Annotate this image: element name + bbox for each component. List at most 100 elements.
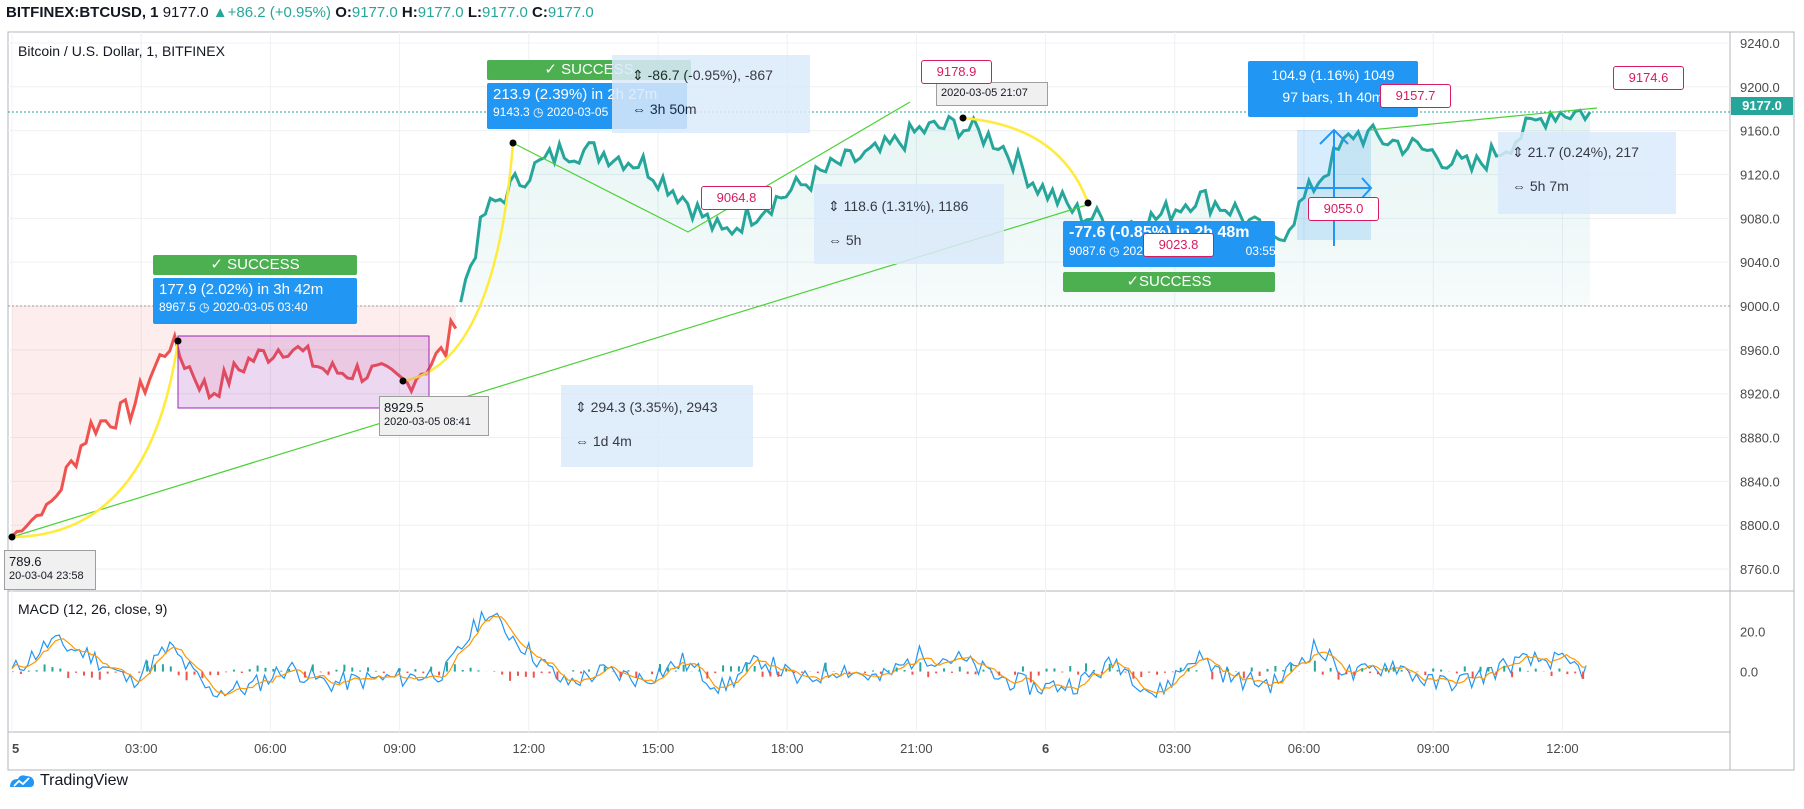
trend-line-right[interactable] [1369,107,1598,131]
macd-histogram-bar [872,670,875,672]
macd-histogram-bar [382,671,385,674]
point-entry-3[interactable] [1084,199,1092,207]
macd-histogram-bar [367,667,370,672]
macd-histogram-bar [666,667,669,672]
macd-histogram-bar [1227,668,1230,672]
macd-histogram-bar [169,666,172,672]
macd-histogram-bar [1092,669,1095,672]
macd-histogram-bar [193,671,196,675]
macd-histogram-bar [343,664,346,672]
macd-histogram-bar [1219,671,1222,673]
macd-histogram-bar [1282,670,1285,672]
symbol-name[interactable]: BITFINEX:BTCUSD, 1 [6,4,159,21]
o-value: 9177.0 [351,4,398,21]
macd-histogram-bar [161,664,164,672]
macd-histogram-bar [374,670,377,672]
macd-histogram-bar [469,667,472,672]
macd-histogram-bar [1258,671,1261,677]
price-tick: 9000.0 [1740,299,1780,314]
macd-histogram-bar [146,660,149,672]
macd-histogram-bar [587,669,590,672]
macd-histogram-bar [1455,671,1458,674]
macd-histogram-bar [501,671,504,675]
arrow-arc-2[interactable] [402,142,515,383]
macd-histogram-bar [122,671,125,673]
trend-line-zigzag[interactable] [512,101,911,233]
macd-tick: 0.0 [1740,665,1758,680]
macd-histogram-bar [801,671,803,673]
price-line-down[interactable] [10,316,458,538]
macd-histogram-bar [1274,665,1277,672]
area-fill-up [460,110,1591,307]
macd-histogram-bar [201,671,204,679]
macd-histogram-bar [722,665,725,672]
point-entry-2[interactable] [509,139,517,147]
macd-histogram-bar [75,671,78,673]
price-tick: 8800.0 [1740,518,1780,533]
price-tick: 8880.0 [1740,431,1780,446]
macd-histogram-bar [619,671,622,678]
macd-histogram-bar [288,668,291,672]
price-chart[interactable]: 9240.0 9200.0 9160.0 9120.0 9080.0 9040.0 9000… [0,26,1804,796]
price-tick: 8760.0 [1740,562,1780,577]
macd-histogram-bar [1116,669,1119,672]
macd-histogram-bar [1037,671,1040,676]
macd-histogram-bar [927,671,930,678]
macd-histogram-bar [303,671,306,678]
price-tick: 9120.0 [1740,167,1780,182]
macd-histogram-bar [453,664,456,672]
price-line-up[interactable] [459,108,1592,303]
watermark-text: TradingView [40,772,129,789]
macd-histogram-bar [114,671,117,673]
c-label: C: [532,4,548,21]
macd-histogram-bar [714,671,717,674]
macd-histogram-bar [438,671,441,676]
price-tick: 9160.0 [1740,124,1780,139]
macd-histogram-bar [1408,671,1411,673]
h-label: H: [401,4,418,21]
macd-histogram-bar [1345,671,1348,675]
change-arrow: ▲ [212,4,228,21]
macd-histogram-bar [580,671,583,674]
macd-histogram-bar [1518,667,1521,672]
c-value: 9177.0 [547,4,594,21]
macd-histogram-bar [1100,671,1103,674]
macd-histogram-bar [1250,667,1253,672]
time-tick: 03:00 [125,741,158,756]
time-tick: 09:00 [1417,741,1450,756]
macd-histogram-bar [706,671,709,679]
pane-title: Bitcoin / U.S. Dollar, 1, BITFINEX [18,43,226,59]
point-start[interactable] [8,533,16,541]
macd-histogram-bar [217,671,220,676]
macd-histogram-bar [430,666,433,672]
price-tick: 8920.0 [1740,387,1780,402]
macd-histogram-bar [98,671,101,680]
macd-histogram-bar [1329,667,1332,672]
point-high-1[interactable] [959,114,967,122]
axes: 9240.0 9200.0 9160.0 9120.0 9080.0 9040.0 9000… [12,36,1780,756]
macd-line[interactable] [11,609,1587,699]
macd-histogram-bar [351,667,354,672]
macd-histogram-bar [698,669,701,672]
macd-histogram-bar [1132,671,1135,679]
price-tick: 9080.0 [1740,211,1780,226]
arrow-arc-1[interactable] [11,340,180,539]
macd-histogram-bar [540,671,543,674]
tradingview-watermark[interactable]: TradingView [8,772,128,790]
macd-histogram-bar [177,671,180,676]
arrow-arc-3[interactable] [962,116,1090,204]
macd-histogram-bar [1526,670,1529,672]
h-value: 9177.0 [417,4,464,21]
point-entry-1[interactable] [174,337,182,345]
range-box[interactable] [177,335,430,409]
signal-line[interactable] [11,615,1587,696]
macd-histogram-bar [1195,670,1198,672]
macd-histogram-bar [1550,671,1553,676]
macd-histogram-bar [572,670,575,672]
point-low-1[interactable] [399,377,407,385]
macd-histogram-bar [1290,663,1293,672]
macd-histogram-bar [1242,671,1245,679]
macd-histogram-bar [658,664,661,672]
macd-histogram-bar [603,666,606,672]
macd-histogram-bar [777,671,780,677]
